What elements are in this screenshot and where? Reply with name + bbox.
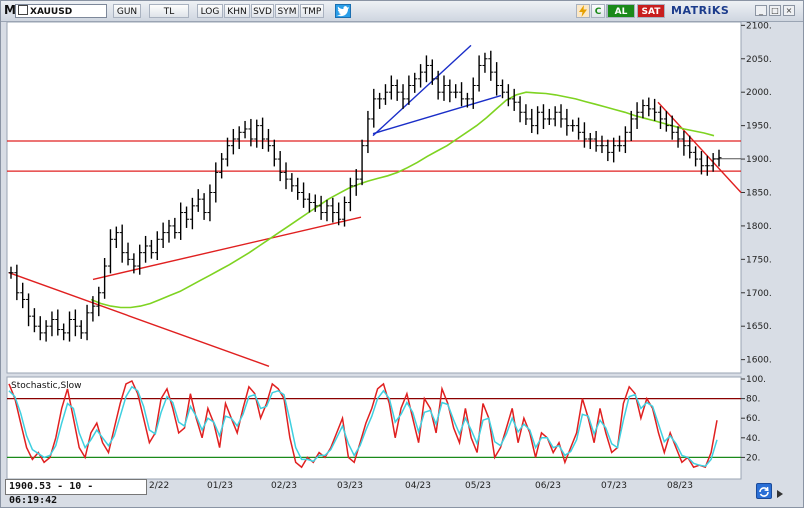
twitter-button[interactable] [335,4,351,18]
price-tick-label: 2050. [746,55,772,65]
x-tick-label: 05/23 [465,481,491,491]
tl-button[interactable]: TL [149,4,189,18]
bottom-controls [756,483,800,503]
khn-button[interactable]: KHN [224,4,250,18]
price-tick-label: 1750. [746,255,772,265]
flash-button[interactable] [576,4,590,18]
stochastic-k-line [8,379,718,469]
gun-button[interactable]: GUN [113,4,141,18]
stochastic-lines [7,379,741,469]
scroll-arrow-button[interactable] [774,485,786,498]
stochastic-y-axis: 100. 80. 60. 40. 20. [741,375,766,463]
stochastic-d-line [8,385,718,468]
price-tick-label: 1800. [746,222,772,232]
ma-line [90,91,715,309]
refresh-button[interactable] [756,483,772,499]
symbol-text: XAUUSD [30,7,73,17]
price-pane [6,22,742,374]
arrow-right-icon [777,490,783,498]
x-tick-label: 03/23 [337,481,363,491]
channel-bottom [372,94,502,135]
log-button[interactable]: LOG [197,4,223,18]
price-tick-label: 1900. [746,155,772,165]
c-button[interactable]: C [591,4,605,18]
twitter-icon [337,6,349,17]
close-button[interactable]: × [783,5,795,16]
price-readout: 1900.53 - 10 - 06:19:42 [5,479,147,506]
toolbar: M XAUUSD GUN TL LOG KHN SVD SYM TMP C AL… [1,1,803,22]
x-tick-label: 04/23 [405,481,431,491]
stochastic-pane [6,376,742,480]
price-tick-label: 1600. [746,356,772,366]
lightning-icon [579,5,587,17]
sell-button[interactable]: SAT [637,4,665,18]
channel-top [372,44,472,137]
price-bars [8,50,722,342]
x-tick-label: 02/23 [271,481,297,491]
checkbox-icon[interactable] [18,5,28,15]
price-y-axis: 2100. 2050. 2000. 1950. 1900. 1850. 1800. 1750.… [741,22,772,366]
stochastic-tick-label: 80. [746,395,760,405]
sym-button[interactable]: SYM [275,4,299,18]
stochastic-tick-label: 100. [746,375,766,385]
x-tick-label: 01/23 [207,481,233,491]
moving-average [90,91,715,309]
app-logo: M [4,3,16,17]
price-tick-label: 1950. [746,122,772,132]
price-tick-label: 2000. [746,88,772,98]
stochastic-tick-label: 60. [746,414,760,424]
price-tick-label: 1700. [746,289,772,299]
x-tick-label: 06/23 [535,481,561,491]
symbol-input[interactable]: XAUUSD [15,4,107,18]
maximize-button[interactable]: □ [769,5,781,16]
trendline-down-long [8,272,270,367]
x-tick-label: 2/22 [149,481,170,491]
x-tick-label: 07/23 [601,481,627,491]
x-axis: 2/22 01/23 02/23 03/23 04/23 05/23 06/23 07/23 0… [147,479,741,495]
refresh-icon [759,486,769,497]
trendline-support [92,216,362,281]
stochastic-title: Stochastic,Slow [11,381,82,391]
price-tick-label: 2100. [746,22,772,31]
brand-logo: MATRiKS [671,4,730,17]
price-tick-label: 1650. [746,322,772,332]
stochastic-tick-label: 40. [746,434,760,444]
stochastic-tick-label: 20. [746,453,760,463]
buy-button[interactable]: AL [607,4,635,18]
price-tick-label: 1850. [746,188,772,198]
minimize-button[interactable]: _ [755,5,767,16]
x-tick-label: 08/23 [667,481,693,491]
svd-button[interactable]: SVD [251,4,274,18]
tmp-button[interactable]: TMP [300,4,324,18]
chart-area[interactable]: 2100. 2050. 2000. 1950. 1900. 1850. 1800. 1750.… [1,22,803,480]
